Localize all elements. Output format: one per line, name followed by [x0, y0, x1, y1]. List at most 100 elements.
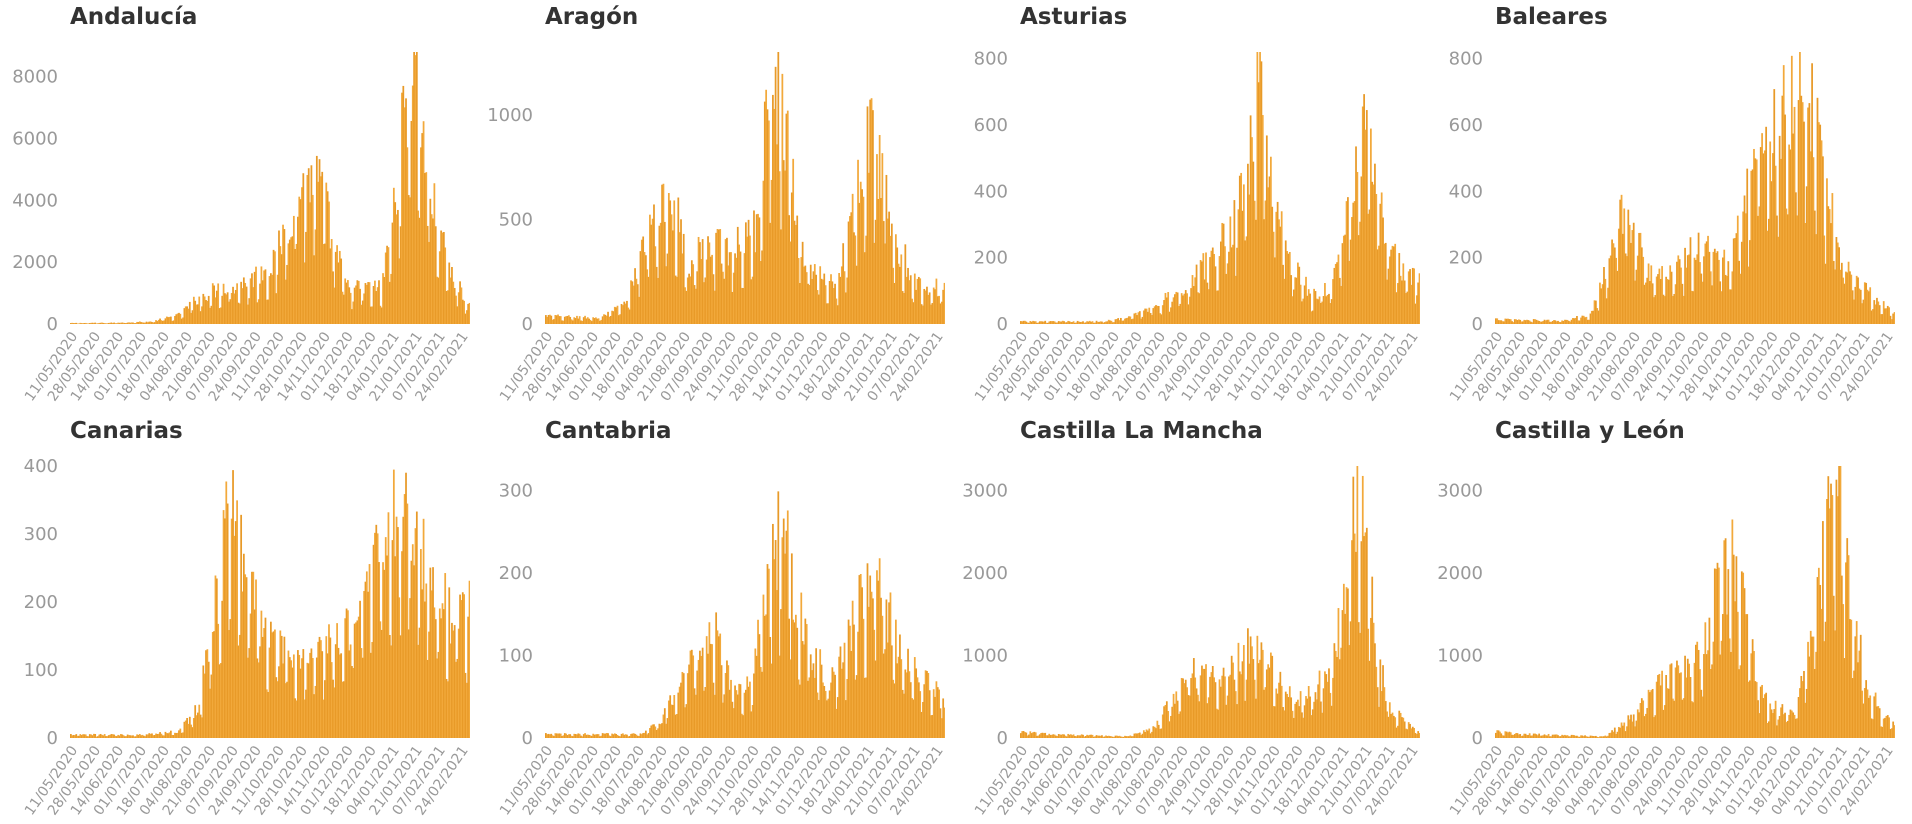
- daily-bar: [759, 260, 762, 324]
- daily-bar: [1889, 315, 1892, 324]
- daily-bar: [1855, 275, 1858, 324]
- daily-bar: [550, 733, 553, 738]
- daily-bar: [1545, 320, 1547, 324]
- daily-bar: [1861, 303, 1863, 324]
- daily-bar: [1186, 687, 1188, 738]
- daily-bar: [692, 264, 695, 324]
- y-tick-label: 0: [1472, 728, 1483, 749]
- daily-bar: [351, 666, 353, 738]
- daily-bar: [1890, 319, 1893, 324]
- daily-bar: [1690, 290, 1693, 324]
- daily-bar: [388, 635, 391, 738]
- daily-bar: [1070, 734, 1072, 738]
- daily-bar: [1295, 701, 1298, 738]
- daily-bar: [1709, 669, 1712, 738]
- daily-bar: [1097, 321, 1099, 324]
- daily-bar: [558, 733, 561, 738]
- daily-bar: [167, 733, 170, 738]
- daily-bar: [1342, 235, 1345, 324]
- daily-bar: [1757, 215, 1759, 324]
- daily-bar: [134, 323, 137, 324]
- daily-bar: [302, 649, 305, 738]
- daily-bar: [1650, 690, 1653, 738]
- daily-bar: [325, 182, 328, 324]
- daily-bar: [1183, 683, 1186, 738]
- daily-bar: [207, 661, 210, 738]
- daily-bar: [755, 655, 758, 738]
- daily-bar: [1187, 304, 1190, 324]
- daily-bar: [294, 698, 297, 738]
- daily-bar: [348, 287, 351, 324]
- daily-bar: [1550, 736, 1553, 738]
- daily-bar: [1303, 705, 1306, 738]
- daily-bar: [780, 229, 782, 324]
- daily-bar: [342, 681, 345, 738]
- daily-bar: [1334, 263, 1337, 324]
- daily-bar: [214, 297, 217, 324]
- daily-bar: [727, 665, 730, 738]
- daily-bar: [1836, 242, 1839, 324]
- daily-bar: [1065, 736, 1068, 738]
- daily-bar: [931, 714, 934, 738]
- daily-bar: [251, 273, 253, 324]
- daily-bar: [1517, 319, 1520, 324]
- daily-bar: [881, 153, 884, 324]
- daily-bar: [1237, 642, 1240, 738]
- daily-bar: [1297, 699, 1299, 738]
- daily-bar: [1512, 734, 1515, 738]
- y-tick-label: 2000: [962, 563, 1008, 584]
- daily-bar: [356, 620, 359, 738]
- daily-bar: [636, 735, 639, 738]
- daily-bar: [1221, 222, 1224, 324]
- y-tick-label: 100: [24, 660, 58, 681]
- daily-bar: [745, 689, 747, 738]
- daily-bar: [1805, 186, 1808, 324]
- daily-bar: [747, 686, 750, 738]
- daily-bar: [399, 226, 402, 324]
- daily-bar: [1790, 55, 1793, 324]
- daily-bar: [1836, 496, 1839, 738]
- daily-bar: [931, 303, 934, 324]
- daily-bar: [1372, 622, 1375, 738]
- daily-bar: [1140, 735, 1143, 738]
- y-tick-label: 0: [47, 728, 58, 749]
- daily-bar: [1634, 726, 1636, 738]
- daily-bar: [1530, 735, 1532, 738]
- daily-bar: [1557, 320, 1559, 324]
- bar-chart: 010002000300011/05/202028/05/202014/06/2…: [1437, 466, 1895, 818]
- daily-bar: [1256, 52, 1259, 324]
- daily-bar: [723, 694, 726, 738]
- daily-bar: [140, 322, 143, 324]
- daily-bar: [147, 322, 149, 324]
- daily-bar: [1753, 148, 1755, 324]
- daily-bar: [1232, 244, 1234, 324]
- daily-bar: [1831, 495, 1834, 738]
- daily-bar: [1835, 479, 1838, 738]
- daily-bar: [1061, 734, 1064, 738]
- daily-bar: [742, 715, 745, 738]
- daily-bar: [1626, 726, 1628, 738]
- daily-bar: [1527, 320, 1530, 324]
- daily-bar: [872, 110, 874, 325]
- daily-bar: [1865, 680, 1868, 738]
- daily-bar: [804, 265, 807, 324]
- daily-bar: [597, 734, 600, 738]
- daily-bar: [178, 312, 180, 324]
- daily-bar: [1101, 321, 1103, 324]
- daily-bar: [187, 723, 190, 738]
- daily-bar: [662, 183, 665, 324]
- daily-bar: [1590, 735, 1593, 738]
- daily-bar: [1622, 233, 1624, 324]
- y-tick-label: 4000: [12, 190, 58, 211]
- daily-bar: [360, 648, 363, 738]
- daily-bar: [1026, 322, 1029, 324]
- daily-bar: [456, 658, 459, 738]
- daily-bar: [908, 280, 911, 324]
- daily-bar: [1638, 712, 1640, 738]
- daily-bar: [344, 618, 347, 738]
- daily-bar: [1695, 259, 1697, 324]
- daily-bar: [1410, 284, 1413, 324]
- daily-bar: [1677, 665, 1680, 738]
- daily-bar: [609, 736, 612, 738]
- daily-bar: [936, 687, 939, 738]
